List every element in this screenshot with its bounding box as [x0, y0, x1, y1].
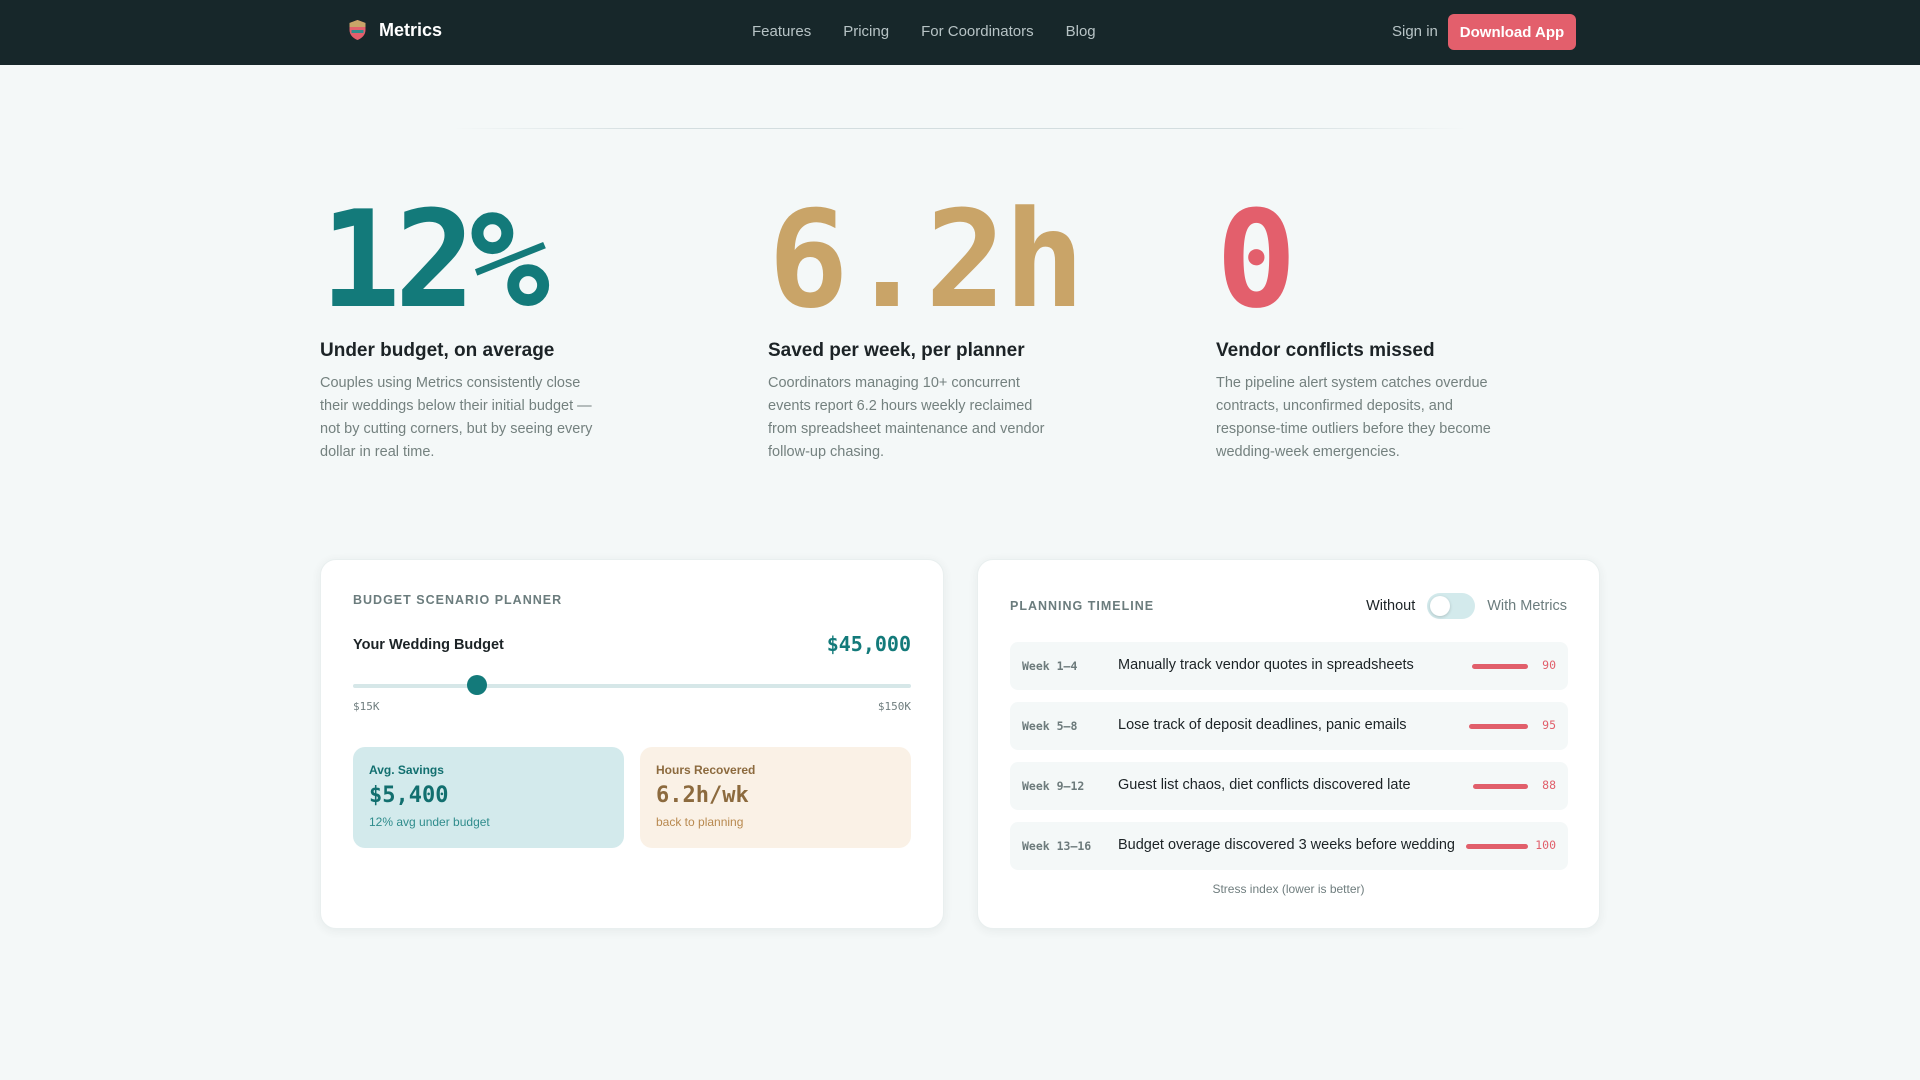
stress-bar: [1466, 844, 1528, 849]
sign-in-link[interactable]: Sign in: [1392, 23, 1438, 40]
section-divider: [452, 128, 1468, 129]
budget-eyebrow: BUDGET SCENARIO PLANNER: [353, 593, 563, 607]
nav-links: Features Pricing For Coordinators Blog: [752, 23, 1096, 40]
stress-bar: [1473, 784, 1528, 789]
stat-title: Under budget, on average: [320, 340, 555, 361]
stat-hours-saved: 6.2h Saved per week, per planner Coordin…: [768, 182, 1085, 464]
budget-scenario-card: BUDGET SCENARIO PLANNER Your Wedding Bud…: [320, 559, 944, 929]
stress-score: 100: [1535, 838, 1556, 852]
stat-description: The pipeline alert system catches overdu…: [1216, 375, 1491, 460]
timeline-rows: Week 1–4 Manually track vendor quotes in…: [1010, 642, 1568, 882]
stat-vendor-conflicts: 0 Vendor conflicts missed The pipeline a…: [1216, 190, 1516, 464]
budget-label: Your Wedding Budget: [353, 637, 504, 653]
planning-timeline-card: PLANNING TIMELINE Without With Metrics W…: [977, 559, 1600, 929]
stat-number: 0: [1216, 182, 1297, 338]
timeline-row: Week 1–4 Manually track vendor quotes in…: [1010, 642, 1568, 690]
avg-savings-sub: 12% avg under budget: [369, 815, 490, 829]
slider-min-label: $15K: [353, 700, 380, 713]
download-app-button[interactable]: Download App: [1448, 14, 1576, 50]
nav-link-blog[interactable]: Blog: [1065, 23, 1096, 40]
nav-link-pricing[interactable]: Pricing: [843, 23, 890, 40]
toggle-label-without: Without: [1366, 598, 1416, 614]
top-nav: Metrics Features Pricing For Coordinator…: [0, 0, 1920, 65]
stress-score: 95: [1542, 718, 1556, 732]
avg-savings-label: Avg. Savings: [369, 763, 444, 777]
nav-link-features[interactable]: Features: [752, 23, 812, 40]
stress-score: 90: [1542, 658, 1556, 672]
timeline-row: Week 9–12 Guest list chaos, diet conflic…: [1010, 762, 1568, 810]
hours-recovered-sub: back to planning: [656, 815, 744, 829]
row-text: Lose track of deposit deadlines, panic e…: [1118, 717, 1407, 733]
stat-title: Vendor conflicts missed: [1216, 340, 1435, 361]
row-week: Week 5–8: [1022, 719, 1078, 733]
slider-max-label: $150K: [877, 700, 911, 713]
stat-under-budget: 12% Under budget, on average Couples usi…: [320, 190, 620, 464]
budget-slider[interactable]: [353, 675, 911, 695]
nav-link-for-coordinators[interactable]: For Coordinators: [921, 23, 1034, 40]
hours-recovered-label: Hours Recovered: [656, 763, 756, 777]
row-week: Week 1–4: [1022, 659, 1078, 673]
hours-recovered-box: Hours Recovered 6.2h/wk back to planning: [640, 747, 911, 848]
shield-logo-icon: [349, 20, 366, 40]
stat-number: 12%: [320, 182, 550, 338]
row-text: Budget overage discovered 3 weeks before…: [1118, 837, 1455, 853]
avg-savings-box: Avg. Savings $5,400 12% avg under budget: [353, 747, 624, 848]
timeline-row: Week 5–8 Lose track of deposit deadlines…: [1010, 702, 1568, 750]
slider-thumb[interactable]: [466, 675, 487, 695]
stat-title: Saved per week, per planner: [768, 340, 1025, 361]
budget-value: $45,000: [826, 632, 911, 656]
stress-score: 88: [1542, 778, 1556, 792]
toggle-label-with-metrics: With Metrics: [1487, 598, 1567, 614]
metrics-toggle-group: Without With Metrics: [1366, 593, 1567, 619]
stat-description: Coordinators managing 10+ concurrent eve…: [768, 375, 1045, 460]
hours-recovered-value: 6.2h/wk: [656, 783, 749, 808]
stat-description: Couples using Metrics consistently close…: [320, 375, 593, 460]
avg-savings-value: $5,400: [369, 783, 449, 808]
row-week: Week 13–16: [1022, 839, 1092, 853]
with-metrics-toggle[interactable]: [1427, 593, 1476, 619]
toggle-knob: [1430, 596, 1451, 616]
brand-name: Metrics: [379, 19, 443, 40]
brand[interactable]: Metrics: [348, 19, 442, 41]
row-week: Week 9–12: [1022, 779, 1085, 793]
timeline-caption: Stress index (lower is better): [1212, 882, 1365, 896]
timeline-eyebrow: PLANNING TIMELINE: [1010, 599, 1155, 613]
stress-bar: [1472, 664, 1528, 669]
stat-number: 6.2h: [768, 182, 1085, 338]
row-text: Guest list chaos, diet conflicts discove…: [1118, 777, 1411, 793]
row-text: Manually track vendor quotes in spreadsh…: [1118, 657, 1414, 673]
stress-bar: [1469, 724, 1528, 729]
timeline-row: Week 13–16 Budget overage discovered 3 w…: [1010, 822, 1568, 870]
